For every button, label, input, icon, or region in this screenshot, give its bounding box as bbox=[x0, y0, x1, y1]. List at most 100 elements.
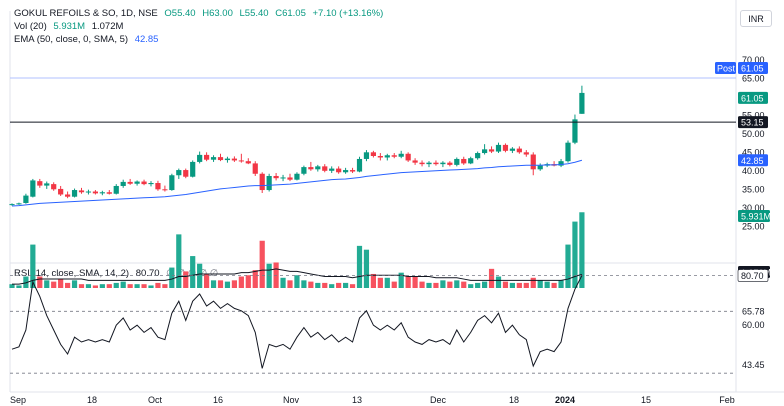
candle-body bbox=[315, 166, 321, 170]
volume-bar bbox=[44, 280, 50, 288]
volume-bar bbox=[384, 277, 390, 288]
candle-body bbox=[516, 148, 522, 153]
candle-body bbox=[252, 163, 258, 174]
candle-body bbox=[16, 203, 22, 205]
candle-body bbox=[509, 148, 515, 151]
volume-bar bbox=[65, 282, 71, 288]
rsi-line bbox=[11, 275, 583, 369]
volume-bar bbox=[391, 281, 397, 288]
candle-body bbox=[176, 170, 182, 176]
volume-bar bbox=[405, 276, 411, 288]
volume-bar bbox=[426, 282, 432, 288]
volume-bar bbox=[565, 244, 571, 288]
change-value: +7.10 (+13.16%) bbox=[312, 8, 384, 19]
candle-body bbox=[405, 153, 411, 161]
candle-body bbox=[155, 183, 161, 190]
volume-bar bbox=[127, 284, 133, 288]
candle-body bbox=[134, 181, 140, 184]
candle-body bbox=[106, 192, 112, 194]
time-tick-label: 15 bbox=[641, 395, 651, 405]
candle-body bbox=[579, 92, 585, 114]
candle-body bbox=[322, 166, 328, 171]
volume-bar bbox=[99, 284, 105, 288]
volume-bar bbox=[259, 240, 265, 288]
indicator-lines bbox=[10, 121, 736, 374]
candle-body bbox=[266, 175, 272, 191]
symbol-title: GOKUL REFOILS & SO, 1D, NSE bbox=[14, 8, 158, 19]
time-tick-label: Sep bbox=[10, 395, 26, 405]
currency-button[interactable]: INR bbox=[740, 10, 772, 27]
candle-body bbox=[384, 155, 390, 158]
candle-body bbox=[537, 165, 543, 170]
candle-body bbox=[454, 158, 460, 165]
volume-bar bbox=[349, 284, 356, 288]
volume-bar bbox=[224, 281, 231, 288]
volume-bar bbox=[488, 268, 495, 288]
price-tick-label: 45.00 bbox=[742, 147, 765, 157]
volume-bar bbox=[363, 249, 370, 288]
rsi-tag: 80.70 bbox=[741, 271, 764, 281]
volume-bar bbox=[523, 282, 529, 288]
volume-bar bbox=[551, 282, 557, 288]
volume-bar bbox=[516, 282, 522, 288]
candle-body bbox=[482, 149, 488, 154]
volume-bar bbox=[447, 281, 453, 288]
volume-bar bbox=[433, 282, 439, 288]
candle-body bbox=[183, 170, 189, 177]
candle-body bbox=[85, 191, 92, 193]
candle-body bbox=[204, 154, 210, 160]
candle-body bbox=[398, 153, 404, 157]
volume-bar bbox=[495, 276, 502, 288]
volume-bar bbox=[210, 280, 217, 288]
candle-body bbox=[447, 162, 453, 165]
volume-bar bbox=[315, 282, 321, 288]
price-tick-label: 70.00 bbox=[742, 55, 765, 65]
candle-body bbox=[44, 183, 50, 186]
time-tick-label: Dec bbox=[430, 395, 447, 405]
volume-bar bbox=[245, 275, 251, 288]
volume-bar bbox=[308, 281, 314, 288]
candle-body bbox=[370, 152, 376, 156]
volume-ma-line bbox=[12, 268, 583, 285]
candle-body bbox=[51, 184, 57, 190]
candle-body bbox=[433, 162, 439, 165]
volume-bar bbox=[197, 263, 203, 288]
volume-bar bbox=[92, 285, 98, 288]
price-tick-label: 35.00 bbox=[742, 184, 765, 194]
candle-body bbox=[127, 181, 133, 184]
candle-body bbox=[349, 170, 356, 172]
post-value-tag-bg bbox=[738, 62, 768, 74]
volume-bar bbox=[572, 221, 578, 288]
open-value: O55.40 bbox=[164, 8, 196, 19]
candle-body bbox=[71, 190, 78, 197]
candle-body bbox=[9, 204, 15, 206]
volume-bar bbox=[544, 281, 550, 288]
rsi-tick-label: 60.00 bbox=[742, 320, 765, 330]
rsi-tick-label: 43.45 bbox=[742, 360, 765, 370]
volume-bar bbox=[336, 282, 342, 288]
vol-label: Vol (20) bbox=[14, 21, 47, 32]
volume-bar bbox=[238, 276, 244, 288]
candle-body bbox=[419, 162, 425, 165]
candle-body bbox=[162, 189, 168, 191]
volume-bar bbox=[301, 280, 307, 288]
volume-bar bbox=[356, 245, 363, 288]
rsi-value: 80.70 bbox=[135, 268, 160, 279]
volume-bar bbox=[148, 285, 154, 288]
volume-bar bbox=[440, 280, 446, 288]
candle-body bbox=[565, 142, 571, 162]
volume-bar bbox=[468, 284, 474, 288]
volume-bar bbox=[217, 280, 224, 288]
candle-body bbox=[391, 155, 397, 157]
ema-label: EMA (50, close, 0, SMA, 5) bbox=[14, 34, 129, 45]
candle-body bbox=[356, 158, 363, 172]
volume-bar bbox=[204, 273, 210, 288]
volume-bar bbox=[377, 277, 383, 288]
volume-bar bbox=[183, 271, 189, 288]
candle-body bbox=[217, 157, 224, 161]
volume-bar bbox=[329, 284, 335, 288]
volume-bar bbox=[579, 212, 585, 288]
price-tick-label: 30.00 bbox=[742, 203, 765, 213]
low-value: L55.40 bbox=[239, 8, 269, 19]
